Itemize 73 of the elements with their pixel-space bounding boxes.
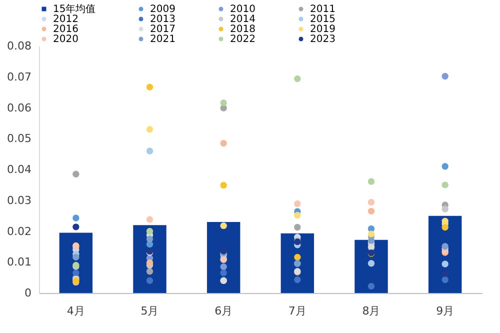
point — [220, 182, 227, 189]
x-tick-label: 7月 — [288, 304, 306, 318]
point — [442, 163, 448, 170]
legend-label: 2022 — [230, 34, 256, 45]
point — [368, 282, 375, 290]
point — [72, 270, 80, 276]
legend-label: 2017 — [150, 24, 176, 35]
y-tick-label: 0.06 — [7, 101, 32, 114]
point — [294, 276, 301, 284]
legend-label: 2020 — [53, 34, 78, 45]
y-tick-label: 0 — [24, 286, 32, 300]
legend-label: 15年均值 — [53, 3, 96, 15]
legend-label: 2021 — [150, 34, 176, 45]
y-tick-label: 0.01 — [7, 256, 32, 269]
point — [146, 148, 154, 154]
point — [146, 268, 154, 275]
legend-label: 2015 — [310, 14, 336, 25]
point — [146, 126, 154, 133]
point — [220, 270, 227, 276]
point — [442, 218, 448, 224]
point — [368, 230, 375, 238]
y-tick-label: 0.03 — [7, 194, 32, 207]
y-tick-label: 0.04 — [7, 163, 32, 176]
point — [294, 200, 301, 208]
y-tick-label: 0.08 — [7, 40, 32, 52]
legend-label: 2023 — [310, 34, 336, 45]
point — [368, 260, 375, 267]
legend-label: 2014 — [230, 14, 256, 25]
legend-label: 2011 — [310, 4, 336, 15]
bar — [354, 240, 388, 293]
x-tick-label: 9月 — [436, 304, 454, 318]
point — [146, 228, 154, 235]
point — [442, 182, 448, 188]
legend-label: 2018 — [230, 24, 256, 35]
legend-label: 2012 — [53, 14, 78, 25]
point — [442, 206, 448, 212]
point — [146, 216, 154, 223]
point — [442, 276, 448, 284]
x-tick-label: 8月 — [362, 304, 380, 318]
x-tick-label: 6月 — [214, 304, 233, 318]
legend-label: 2013 — [150, 14, 176, 25]
point — [442, 224, 448, 231]
point — [146, 84, 154, 90]
x-tick-label: 5月 — [140, 304, 159, 318]
legend-label: 2010 — [230, 4, 256, 15]
point — [368, 178, 375, 185]
point — [72, 170, 80, 178]
point — [146, 236, 154, 242]
legend-label: 2009 — [150, 4, 176, 15]
point — [220, 99, 227, 106]
point — [442, 260, 448, 268]
point — [220, 222, 227, 230]
y-tick-label: 0.05 — [7, 132, 32, 146]
point — [368, 208, 375, 215]
point — [72, 214, 80, 222]
legend-label: 2016 — [53, 24, 78, 35]
point — [72, 254, 80, 261]
point — [72, 224, 80, 230]
point — [442, 72, 448, 80]
y-tick-label: 0.02 — [7, 224, 32, 238]
point — [294, 224, 301, 231]
point — [294, 254, 301, 261]
y-tick-label: 0.07 — [7, 70, 32, 84]
point — [146, 277, 154, 284]
point — [294, 212, 301, 219]
point — [220, 140, 227, 147]
point — [146, 259, 154, 266]
point — [442, 270, 448, 277]
point — [220, 263, 227, 270]
point — [294, 75, 301, 82]
legend-label: 2019 — [310, 24, 336, 35]
x-tick-label: 4月 — [66, 304, 85, 318]
point — [368, 198, 375, 206]
